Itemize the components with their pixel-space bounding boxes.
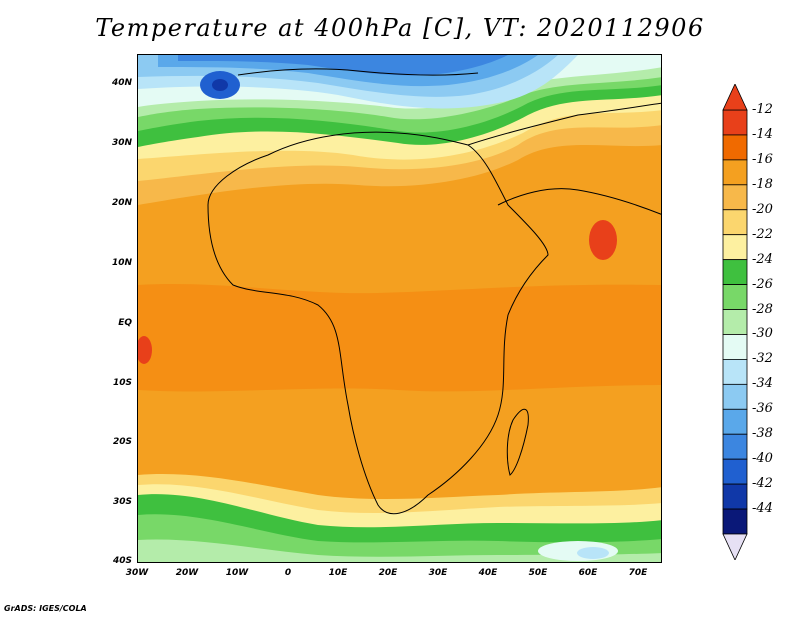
band-north-38: [178, 55, 508, 76]
lat-label: 20S: [112, 437, 132, 447]
colorbar-cell: [722, 184, 748, 211]
cold-core-center: [212, 79, 228, 91]
colorbar-label: -20: [752, 201, 773, 217]
colorbar-label: -18: [752, 176, 773, 192]
colorbar-label: -30: [752, 326, 773, 342]
madagascar-coastline: [506, 408, 529, 476]
lon-label: 50E: [528, 568, 548, 578]
band-tropics-16: [138, 283, 661, 392]
lat-label: 40S: [112, 556, 132, 566]
colorbar-label: -40: [752, 451, 773, 467]
lon-label: 70E: [628, 568, 648, 578]
colorbar-over-triangle: [722, 84, 748, 111]
colorbar-cell: [722, 209, 748, 236]
colorbar-label: -12: [752, 102, 773, 117]
colorbar-cell: [722, 134, 748, 161]
map-title: Temperature at 400hPa [C], VT: 202011290…: [95, 14, 705, 42]
colorbar-cell: [722, 458, 748, 485]
lat-label: 10S: [112, 378, 132, 388]
lat-label: 30S: [112, 497, 132, 507]
lon-label: 30E: [428, 568, 448, 578]
colorbar-cell: [722, 334, 748, 360]
lon-label: 0: [284, 568, 292, 578]
colorbar-label: -32: [752, 351, 773, 367]
asia-coastline: [467, 102, 661, 146]
colorbar-cell: [722, 383, 748, 410]
africa-coastline: [207, 131, 549, 515]
colorbar-cell: [722, 359, 748, 385]
lon-label: 20W: [175, 568, 199, 578]
colorbar-label: -22: [752, 226, 773, 242]
lat-label: EQ: [118, 318, 132, 328]
lon-label: 30W: [125, 568, 149, 578]
warm-spot-atlantic: [138, 336, 152, 364]
lat-label: 40N: [111, 78, 132, 88]
band-south-32: [577, 547, 609, 559]
colorbar-label: -44: [752, 501, 773, 517]
lon-label: 20E: [378, 568, 398, 578]
colorbar-label: -42: [752, 476, 773, 492]
arabia-coastline: [497, 188, 661, 215]
colorbar-label: -24: [752, 251, 773, 267]
colorbar-cell: [722, 159, 748, 186]
colorbar-label: -14: [752, 126, 773, 142]
map-canvas: [138, 55, 661, 562]
colorbar-label: -36: [752, 401, 773, 417]
lat-label: 10N: [111, 258, 132, 268]
warm-spot-arabian-sea: [589, 220, 617, 260]
lat-label: 20N: [111, 198, 132, 208]
colorbar-label: -28: [752, 301, 773, 317]
colorbar-under-triangle: [722, 533, 748, 560]
colorbar-cell: [722, 433, 748, 460]
lon-label: 10W: [225, 568, 249, 578]
colorbar-label: -16: [752, 151, 773, 167]
lon-label: 60E: [578, 568, 598, 578]
footer-credit: GrADS: IGES/COLA: [4, 604, 87, 613]
colorbar-label: -34: [752, 376, 773, 392]
colorbar-cell: [722, 284, 748, 310]
europe-coastline: [237, 68, 479, 76]
colorbar-cell: [722, 483, 748, 510]
colorbar-cells: [722, 109, 748, 535]
colorbar-cell: [722, 508, 748, 535]
colorbar-cell: [722, 259, 748, 285]
colorbar-label: -38: [752, 426, 773, 442]
lon-label: 40E: [478, 568, 498, 578]
colorbar-cell: [722, 408, 748, 435]
colorbar-label: -26: [752, 276, 773, 292]
colorbar-cell: [722, 309, 748, 335]
colorbar-cell: [722, 109, 748, 136]
temperature-map: [137, 54, 662, 563]
colorbar-cell: [722, 234, 748, 261]
band-south-28: [138, 539, 661, 562]
lat-label: 30N: [111, 138, 132, 148]
colorbar: [722, 84, 748, 560]
lon-label: 10E: [328, 568, 348, 578]
